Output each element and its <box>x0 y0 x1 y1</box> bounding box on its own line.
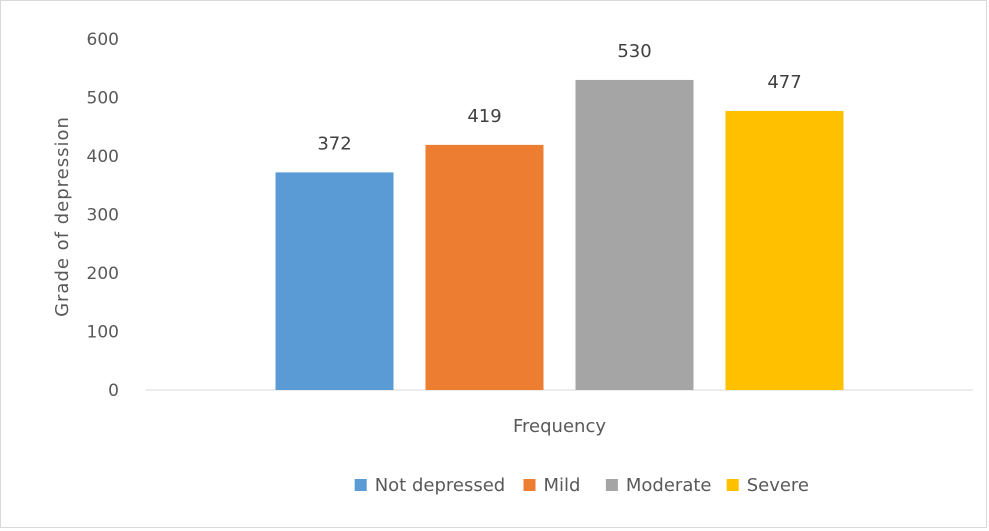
data-label: 372 <box>317 133 351 154</box>
legend-label: Severe <box>747 475 809 496</box>
bar <box>425 144 544 390</box>
y-tick-label: 200 <box>87 264 119 284</box>
legend-swatch <box>726 479 739 491</box>
data-label: 530 <box>617 41 651 62</box>
data-labels: 372 419 530 477 <box>317 41 801 154</box>
data-label: 477 <box>767 72 801 93</box>
y-axis-title: Grade of depression <box>52 116 73 317</box>
legend-label: Mild <box>544 475 581 496</box>
legend-label: Moderate <box>626 475 712 496</box>
y-tick-label: 0 <box>108 381 119 401</box>
bar <box>575 79 694 390</box>
y-tick-label: 500 <box>87 89 119 109</box>
bars <box>275 79 844 390</box>
legend-swatch <box>523 479 536 491</box>
y-tick-label: 100 <box>87 323 119 343</box>
bar <box>725 110 844 390</box>
y-tick-label: 400 <box>87 147 119 167</box>
bar <box>275 172 394 390</box>
x-category-label: Frequency <box>513 416 606 437</box>
data-label: 419 <box>467 106 501 127</box>
legend: Not depressed Mild Moderate Severe <box>354 475 809 496</box>
legend-swatch <box>354 479 367 491</box>
y-tick-label: 300 <box>87 206 119 226</box>
legend-label: Not depressed <box>375 475 506 496</box>
legend-swatch <box>605 479 618 491</box>
y-tick-label: 600 <box>87 30 119 50</box>
y-axis-ticks: 0 100 200 300 400 500 600 <box>87 30 119 401</box>
